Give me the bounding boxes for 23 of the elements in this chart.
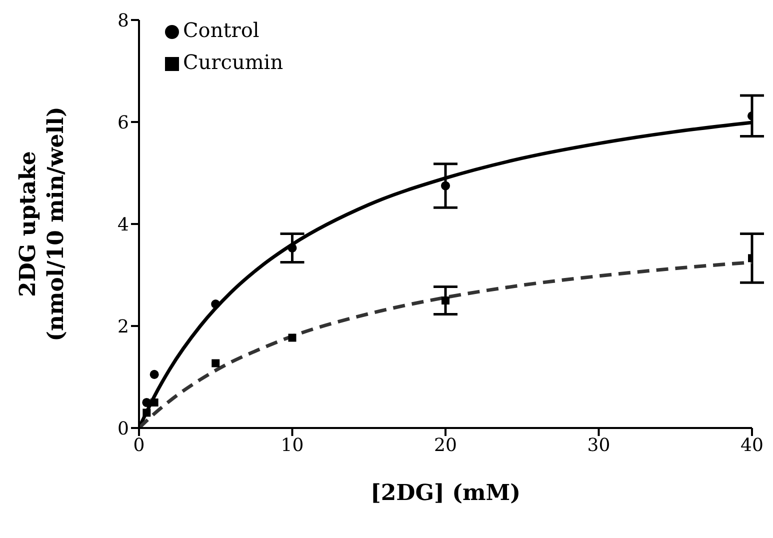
legend-label: Curcumin (183, 50, 284, 74)
x-tick-label: 40 (740, 434, 764, 456)
point (442, 296, 450, 304)
point (211, 300, 220, 309)
point (440, 181, 450, 190)
point (288, 334, 296, 342)
x-axis-title: [2DG] (mM) (370, 480, 521, 506)
x-tick-label: 20 (434, 434, 457, 456)
point (142, 398, 152, 408)
x-tick-label: 10 (280, 434, 304, 456)
y-tick-label: 0 (118, 418, 129, 440)
x-tick-label: 0 (133, 434, 145, 456)
point (142, 408, 151, 417)
point (150, 398, 158, 406)
y-tick-label: 2 (118, 316, 129, 338)
y-axis-title: 2DG uptake (nmol/10 min/well) (15, 106, 69, 342)
y-tick-label: 8 (118, 10, 129, 32)
x-tick-label: 30 (587, 434, 610, 456)
y-tick-label: 4 (118, 214, 129, 236)
point (150, 370, 159, 379)
legend-label: Control (183, 18, 260, 42)
y-tick-label: 6 (118, 112, 129, 134)
point (212, 359, 220, 368)
